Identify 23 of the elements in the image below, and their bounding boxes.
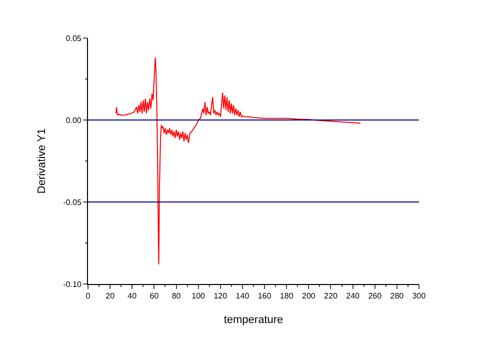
y-tick-label: -0.10 (63, 280, 82, 289)
x-tick-label: 220 (324, 292, 338, 301)
x-tick-label: 300 (412, 292, 426, 301)
x-tick-label: 200 (302, 292, 316, 301)
x-tick-label: 40 (128, 292, 138, 301)
x-tick-label: 240 (346, 292, 360, 301)
x-tick-label: 60 (150, 292, 160, 301)
x-tick-label: 180 (280, 292, 294, 301)
y-tick-label: 0.05 (66, 34, 82, 43)
x-axis-title: temperature (224, 314, 284, 326)
x-tick-label: 120 (214, 292, 228, 301)
x-tick-label: 0 (86, 292, 91, 301)
y-tick-label: 0.00 (66, 116, 82, 125)
x-tick-label: 80 (172, 292, 182, 301)
x-tick-label: 100 (192, 292, 206, 301)
y-axis-title: Derivative Y1 (36, 128, 48, 194)
line-series (116, 57, 362, 265)
x-tick-label: 140 (236, 292, 250, 301)
x-tick-label: 20 (106, 292, 116, 301)
x-tick-label: 280 (390, 292, 404, 301)
y-tick-label: -0.05 (63, 198, 82, 207)
x-tick-label: 160 (258, 292, 272, 301)
x-tick-label: 260 (368, 292, 382, 301)
